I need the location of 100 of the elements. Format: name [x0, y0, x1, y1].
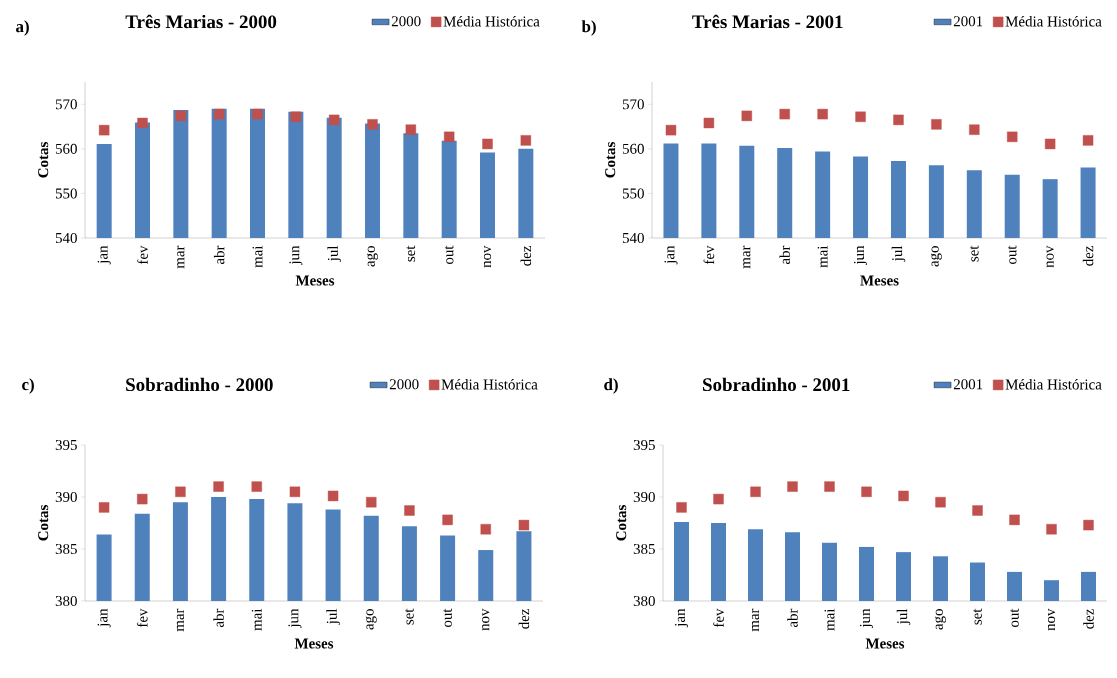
- x-tick-label: jul: [326, 608, 340, 625]
- chart-title: Três Marias - 2000: [125, 14, 277, 29]
- text: c): [22, 378, 34, 394]
- point: [175, 110, 187, 122]
- point: [520, 135, 532, 146]
- point: [175, 486, 186, 498]
- text: d): [604, 378, 618, 394]
- point: [787, 481, 798, 492]
- legend-label: 2001: [953, 16, 983, 27]
- x-tick-label: dez: [518, 608, 530, 629]
- x-tick-label: jan: [97, 245, 111, 265]
- point: [289, 486, 301, 498]
- point: [713, 493, 724, 505]
- x-tick-label: jun: [288, 608, 302, 629]
- point: [518, 519, 530, 531]
- y-tick-label: 560: [55, 143, 77, 154]
- x-tick-label: mai: [824, 608, 835, 631]
- y-axis-title: Cotas: [616, 505, 627, 541]
- x-tick-label: nov: [482, 608, 490, 631]
- x-tick-label: nov: [483, 245, 492, 268]
- legend-label: 2000: [391, 16, 421, 27]
- point: [676, 502, 687, 513]
- point: [1009, 514, 1020, 526]
- y-axis-title: Cotas: [38, 505, 49, 541]
- y-tick-label: 560: [622, 143, 644, 154]
- x-tick-label: set: [970, 245, 979, 262]
- point: [252, 108, 263, 120]
- x-tick-label: mai: [252, 245, 263, 268]
- y-tick-label: 385: [55, 543, 77, 555]
- point: [935, 497, 946, 508]
- x-tick-label: mar: [177, 245, 185, 269]
- point: [750, 486, 761, 498]
- point: [898, 490, 909, 502]
- x-tick-label: fev: [703, 245, 715, 265]
- x-tick-label: abr: [779, 245, 790, 265]
- x-tick-label: set: [405, 608, 414, 625]
- y-tick-label: 390: [55, 491, 77, 503]
- x-tick-label: abr: [213, 608, 224, 628]
- point: [251, 481, 262, 492]
- x-axis-title: Meses: [295, 275, 335, 286]
- x-tick-label: out: [444, 245, 454, 265]
- x-axis-title: Meses: [294, 638, 334, 649]
- x-tick-label: set: [406, 245, 416, 262]
- point: [443, 131, 455, 143]
- point: [703, 117, 715, 129]
- point: [1007, 131, 1018, 143]
- x-tick-label: nov: [1047, 608, 1056, 631]
- x-tick-label: mar: [176, 608, 185, 632]
- point: [824, 481, 835, 492]
- legend-label: Média Histórica: [443, 15, 540, 27]
- point: [817, 108, 828, 120]
- x-tick-label: ago: [367, 246, 378, 267]
- x-tick-label: jan: [97, 608, 111, 628]
- x-axis-title: Meses: [860, 275, 899, 286]
- x-tick-label: out: [443, 608, 452, 628]
- legend-label: Média Histórica: [1005, 15, 1102, 27]
- y-tick-label: 385: [633, 543, 655, 555]
- x-tick-label: nov: [1046, 245, 1054, 268]
- x-tick-label: out: [1007, 245, 1017, 265]
- y-tick-label: 380: [633, 595, 655, 607]
- x-tick-label: mai: [817, 245, 828, 268]
- point: [741, 110, 752, 122]
- legend-label: 2000: [389, 379, 419, 390]
- point: [665, 124, 677, 136]
- x-tick-label: fev: [136, 608, 148, 628]
- x-tick-label: jul: [896, 608, 911, 625]
- point: [98, 502, 110, 513]
- y-axis-title: Cotas: [38, 142, 49, 178]
- x-tick-label: mar: [743, 245, 751, 269]
- y-tick-label: 540: [55, 232, 77, 244]
- x-tick-label: jan: [674, 608, 689, 628]
- chart-title: Sobradinho - 2001: [703, 377, 850, 392]
- text: a): [16, 20, 29, 36]
- point: [779, 108, 790, 120]
- y-tick-label: 570: [622, 99, 644, 110]
- chart-title: Três Marias - 2001: [692, 14, 843, 29]
- legend-label: Média Histórica: [1005, 378, 1102, 390]
- point: [404, 505, 415, 516]
- y-tick-label: 395: [55, 439, 77, 451]
- point: [327, 490, 339, 502]
- x-tick-label: jan: [664, 245, 678, 265]
- y-tick-label: 550: [622, 188, 644, 199]
- point: [213, 481, 224, 492]
- y-axis-title: Cotas: [605, 142, 616, 178]
- point: [482, 138, 493, 150]
- x-tick-label: fev: [713, 608, 724, 628]
- x-tick-label: jun: [854, 245, 868, 266]
- point: [328, 114, 340, 126]
- x-tick-label: dez: [1082, 245, 1094, 266]
- point: [1044, 138, 1056, 150]
- x-tick-label: dez: [1083, 608, 1094, 629]
- x-tick-label: jul: [891, 245, 906, 262]
- x-tick-label: jun: [859, 608, 874, 629]
- x-tick-label: jun: [289, 245, 303, 266]
- y-tick-label: 395: [633, 439, 655, 451]
- point: [1083, 519, 1094, 531]
- legend-label: Média Histórica: [441, 378, 538, 390]
- point: [367, 119, 378, 130]
- point: [1046, 524, 1057, 535]
- y-tick-label: 390: [633, 491, 655, 503]
